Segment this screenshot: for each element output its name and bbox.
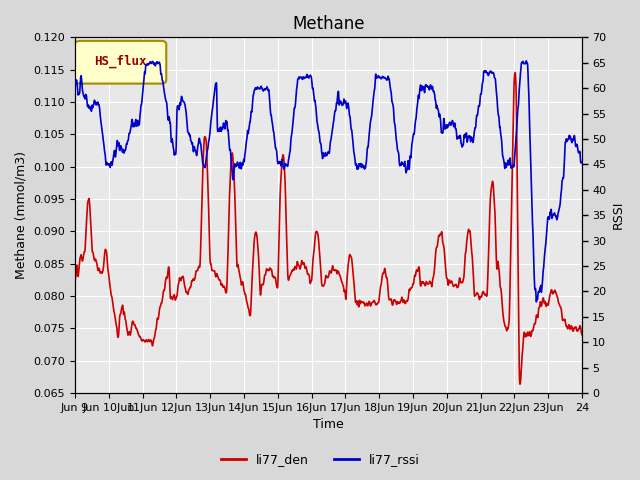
li77_den — [578, 332, 586, 337]
X-axis label: Time: Time — [313, 419, 344, 432]
Title: Methane: Methane — [292, 15, 365, 33]
li77_den — [449, 283, 457, 289]
Legend: li77_den, li77_rssi: li77_den, li77_rssi — [216, 448, 424, 471]
Text: HS_flux: HS_flux — [94, 55, 147, 68]
li77_den — [163, 276, 171, 281]
li77_rssi — [449, 121, 457, 127]
li77_den — [401, 300, 408, 306]
li77_rssi — [522, 58, 530, 64]
Line: li77_den: li77_den — [75, 72, 582, 384]
li77_den — [71, 276, 79, 282]
li77_rssi — [578, 160, 586, 166]
li77_den — [265, 268, 273, 274]
li77_rssi — [488, 70, 495, 75]
Y-axis label: Methane (mmol/m3): Methane (mmol/m3) — [15, 151, 28, 279]
li77_rssi — [163, 106, 171, 112]
li77_rssi — [401, 159, 408, 165]
li77_den — [375, 297, 383, 303]
Line: li77_rssi: li77_rssi — [75, 61, 582, 302]
Y-axis label: RSSI: RSSI — [612, 201, 625, 229]
li77_den — [488, 183, 495, 189]
li77_den — [511, 70, 519, 75]
li77_den — [516, 381, 524, 387]
li77_rssi — [71, 82, 79, 87]
FancyBboxPatch shape — [75, 41, 166, 84]
li77_rssi — [375, 74, 383, 80]
li77_rssi — [265, 87, 273, 93]
li77_rssi — [532, 299, 540, 305]
